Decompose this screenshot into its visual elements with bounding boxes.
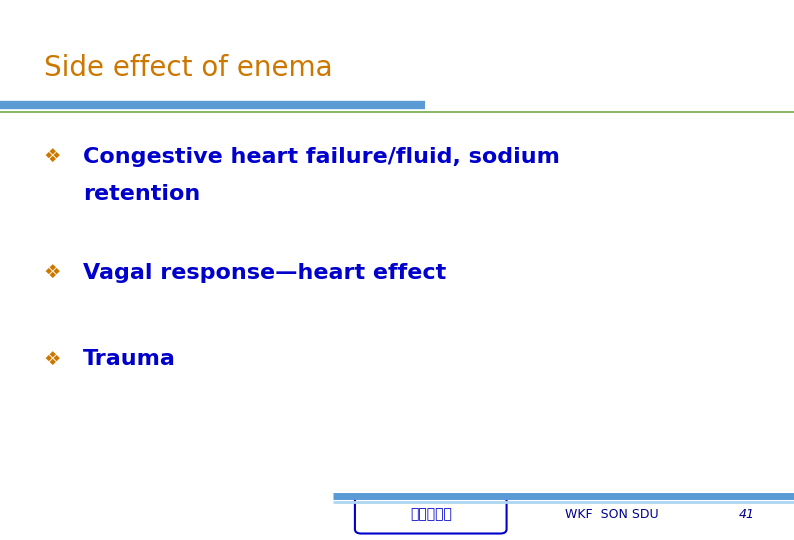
Text: 41: 41 — [738, 508, 754, 521]
Text: ❖: ❖ — [44, 263, 61, 282]
Text: 护理学基础: 护理学基础 — [410, 508, 452, 521]
Text: Vagal response—heart effect: Vagal response—heart effect — [83, 262, 446, 283]
Text: ❖: ❖ — [44, 349, 61, 369]
FancyBboxPatch shape — [355, 495, 507, 534]
Text: Side effect of enema: Side effect of enema — [44, 53, 333, 82]
Text: Congestive heart failure/fluid, sodium: Congestive heart failure/fluid, sodium — [83, 146, 561, 167]
Text: ❖: ❖ — [44, 147, 61, 166]
Text: WKF  SON SDU: WKF SON SDU — [565, 508, 658, 521]
Text: Trauma: Trauma — [83, 349, 176, 369]
Text: retention: retention — [83, 184, 201, 205]
